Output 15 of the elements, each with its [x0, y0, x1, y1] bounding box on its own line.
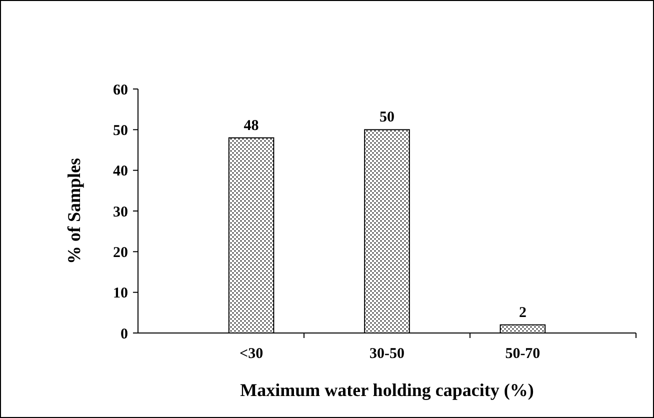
data-label: 48: [244, 118, 259, 134]
y-tick-label: 30: [113, 204, 128, 220]
y-tick-label: 40: [113, 164, 128, 180]
x-tick-label: 50-70: [505, 346, 540, 362]
y-tick-label: 10: [113, 286, 128, 302]
y-tick-label: 0: [120, 326, 128, 342]
x-tick-label: 30-50: [370, 346, 404, 362]
y-axis-title: % of Samples: [64, 158, 84, 264]
data-label: 50: [380, 110, 394, 126]
y-tick-label: 60: [113, 82, 128, 98]
data-label: 2: [518, 304, 526, 321]
y-tick-label: 20: [113, 244, 128, 261]
x-axis-title: Maximum water holding capacity (%): [240, 380, 534, 400]
x-tick-label: <30: [240, 346, 264, 362]
y-tick-label: 50: [113, 122, 128, 139]
